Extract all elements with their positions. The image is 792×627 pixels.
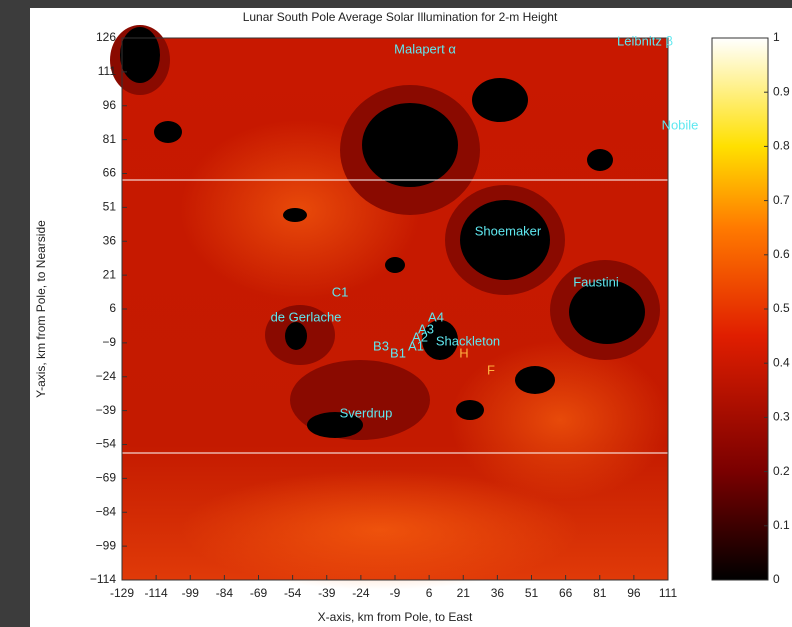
annotation: B1 bbox=[390, 345, 406, 360]
colorbar-tick-label: 0.3 bbox=[773, 410, 790, 424]
colorbar-tick-label: 0.5 bbox=[773, 301, 790, 315]
y-axis-label: Y-axis, km from Pole, to Nearside bbox=[34, 220, 48, 398]
annotation: F bbox=[487, 362, 495, 377]
chart-title: Lunar South Pole Average Solar Illuminat… bbox=[243, 10, 558, 24]
heatmap-image bbox=[110, 25, 670, 590]
y-tick-label: −99 bbox=[96, 538, 117, 552]
annotation: Faustini bbox=[573, 274, 619, 289]
x-tick-label: 36 bbox=[491, 586, 505, 600]
y-tick-label: 6 bbox=[109, 301, 116, 315]
colorbar-tick-label: 0.9 bbox=[773, 84, 790, 98]
x-axis-label: X-axis, km from Pole, to East bbox=[318, 610, 473, 624]
x-tick-label: -24 bbox=[352, 586, 370, 600]
y-tick-label: −9 bbox=[102, 335, 116, 349]
y-tick-label: 21 bbox=[103, 267, 117, 281]
annotation: Malapert α bbox=[394, 41, 456, 56]
y-tick-label: 36 bbox=[103, 233, 117, 247]
x-tick-label: 96 bbox=[627, 586, 641, 600]
y-tick-label: −54 bbox=[96, 437, 117, 451]
annotation: H bbox=[459, 345, 468, 360]
chart: Lunar South Pole Average Solar Illuminat… bbox=[0, 0, 792, 627]
annotation: Shoemaker bbox=[475, 223, 542, 238]
colorbar-tick-label: 0.2 bbox=[773, 464, 790, 478]
y-tick-label: −84 bbox=[96, 504, 117, 518]
x-tick-label: -129 bbox=[110, 586, 134, 600]
x-tick-label: -69 bbox=[250, 586, 268, 600]
y-tick-label: −114 bbox=[90, 572, 116, 586]
colorbar-tick-label: 0.1 bbox=[773, 518, 790, 532]
y-tick-label: −69 bbox=[96, 471, 117, 485]
annotation: de Gerlache bbox=[271, 309, 342, 324]
y-tick-label: 81 bbox=[103, 132, 117, 146]
colorbar bbox=[712, 38, 768, 580]
x-tick-label: -84 bbox=[216, 586, 234, 600]
colorbar-tick-label: 0.8 bbox=[773, 139, 790, 153]
x-tick-label: -99 bbox=[182, 586, 200, 600]
x-tick-label: 66 bbox=[559, 586, 573, 600]
annotation: A1 bbox=[408, 338, 424, 353]
y-tick-label: 126 bbox=[96, 30, 116, 44]
annotation: Leibnitz β bbox=[617, 33, 673, 48]
annotation: C1 bbox=[332, 284, 349, 299]
x-tick-label: 111 bbox=[659, 586, 678, 600]
y-tick-label: −24 bbox=[96, 369, 117, 383]
y-tick-label: 111 bbox=[98, 64, 117, 78]
x-tick-label: -9 bbox=[390, 586, 401, 600]
annotation: Nobile bbox=[662, 117, 699, 132]
y-tick-label: −39 bbox=[96, 403, 117, 417]
annotation: B3 bbox=[373, 338, 389, 353]
x-tick-label: -54 bbox=[284, 586, 302, 600]
y-tick-label: 66 bbox=[103, 166, 117, 180]
x-tick-label: -114 bbox=[145, 586, 168, 600]
x-tick-label: 81 bbox=[593, 586, 607, 600]
y-tick-label: 96 bbox=[103, 98, 117, 112]
x-tick-label: 21 bbox=[457, 586, 471, 600]
colorbar-tick-label: 0.7 bbox=[773, 193, 790, 207]
colorbar-tick-label: 0.4 bbox=[773, 355, 790, 369]
x-tick-label: -39 bbox=[318, 586, 336, 600]
colorbar-tick-label: 1 bbox=[773, 30, 780, 44]
colorbar-tick-label: 0.6 bbox=[773, 247, 790, 261]
x-tick-label: 51 bbox=[525, 586, 539, 600]
colorbar-tick-label: 0 bbox=[773, 572, 780, 586]
y-tick-label: 51 bbox=[103, 200, 117, 214]
x-tick-label: 6 bbox=[426, 586, 433, 600]
annotation: Sverdrup bbox=[340, 405, 393, 420]
